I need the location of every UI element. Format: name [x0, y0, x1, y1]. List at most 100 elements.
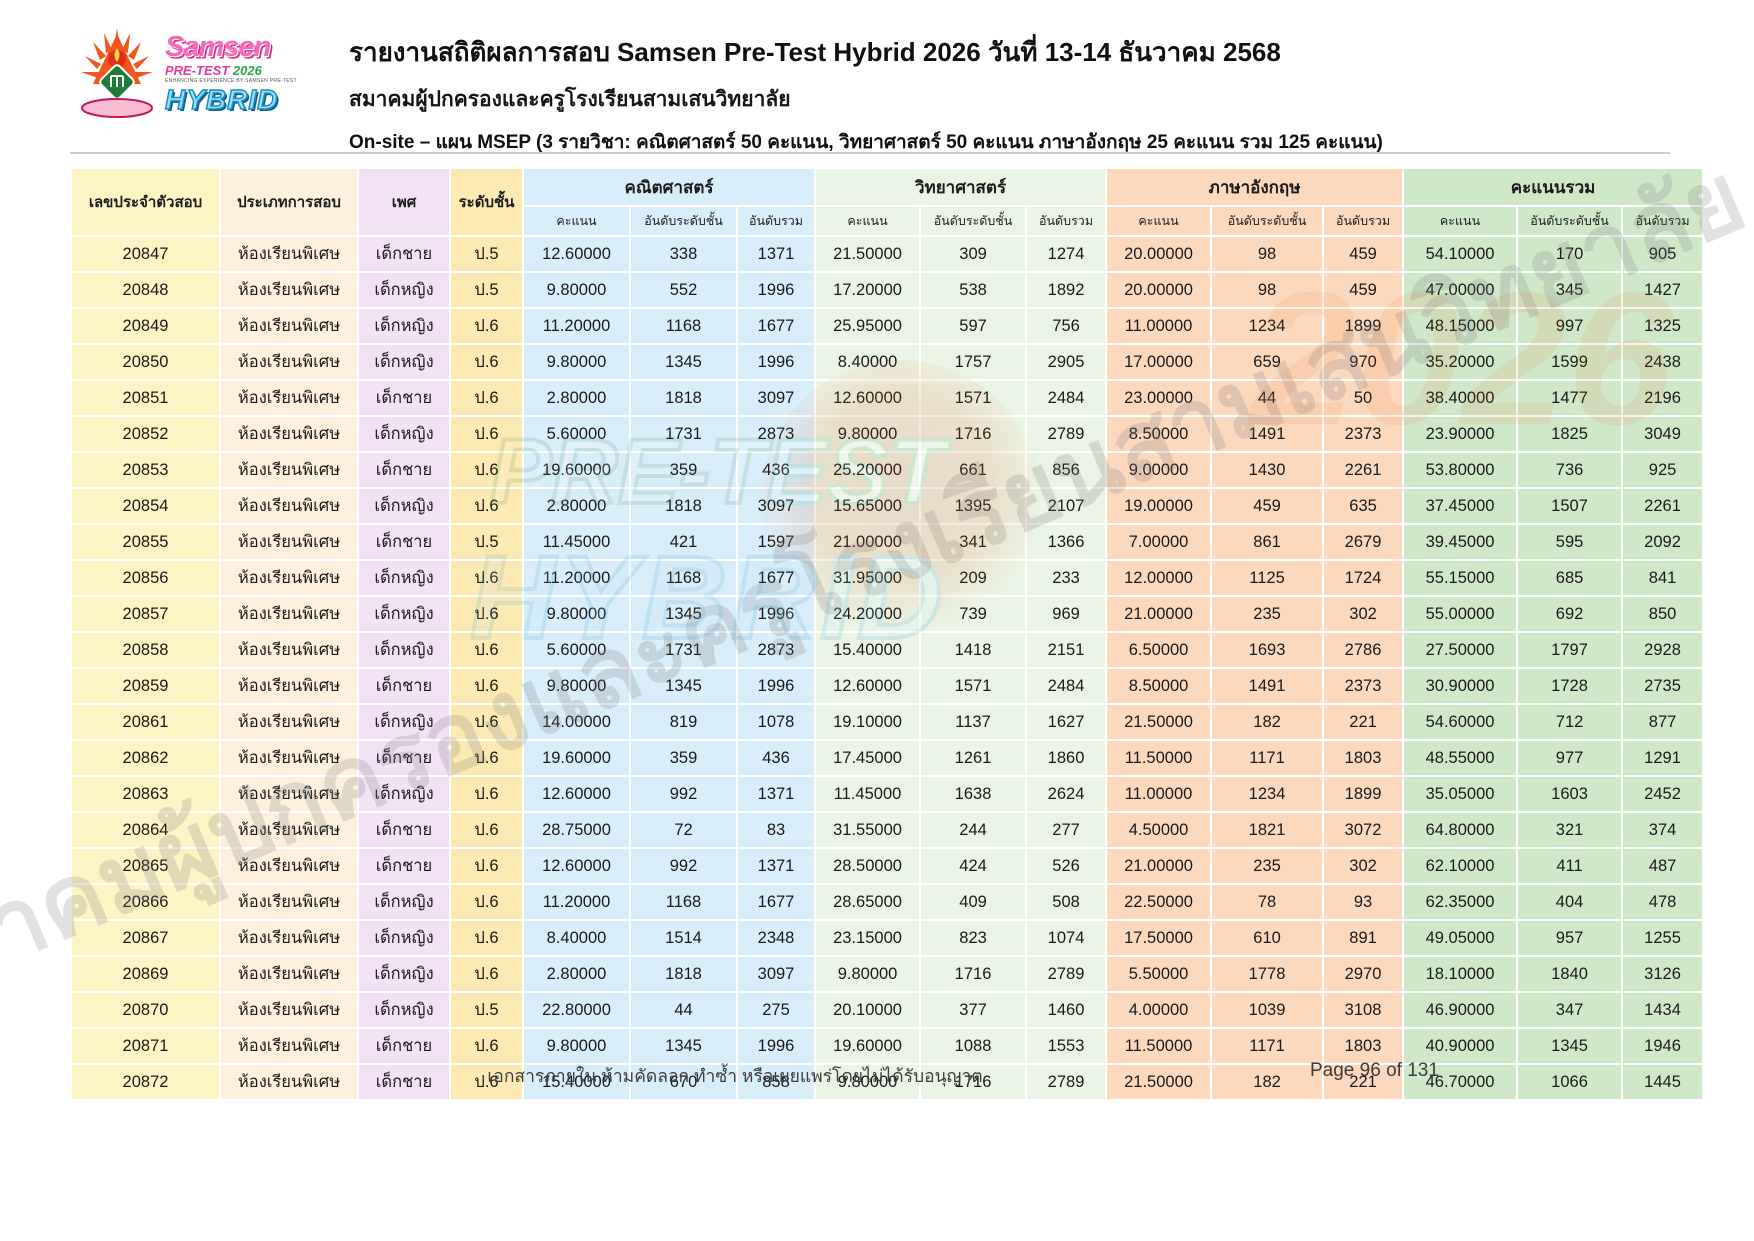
english-grade-rank-cell: 78: [1212, 885, 1323, 919]
sub-header-math-overall-rank: อันดับรวม: [738, 207, 815, 235]
exam-type-cell: ห้องเรียนพิเศษ: [221, 417, 357, 451]
gender-cell: เด็กชาย: [359, 1029, 449, 1063]
col-header-gender: เพศ: [359, 169, 449, 235]
exam-id-cell: 20853: [72, 453, 219, 487]
total-grade-rank-cell: 1797: [1518, 633, 1622, 667]
exam-id-cell: 20852: [72, 417, 219, 451]
col-header-exam-type: ประเภทการสอบ: [221, 169, 357, 235]
science-grade-rank-cell: 309: [921, 237, 1026, 271]
math-grade-rank-cell: 1345: [631, 597, 736, 631]
science-grade-rank-cell: 424: [921, 849, 1026, 883]
math-grade-rank-cell: 72: [631, 813, 736, 847]
exam-type-cell: ห้องเรียนพิเศษ: [221, 525, 357, 559]
logo-tagline-text: ENHANCING EXPERIENCE BY SAMSEN PRE-TEST: [165, 77, 297, 84]
science-grade-rank-cell: 661: [921, 453, 1026, 487]
math-overall-rank-cell: 3097: [738, 381, 815, 415]
science-score-cell: 11.45000: [816, 777, 920, 811]
total-score-cell: 48.55000: [1404, 741, 1517, 775]
math-overall-rank-cell: 1996: [738, 345, 815, 379]
gender-cell: เด็กหญิง: [359, 993, 449, 1027]
math-grade-rank-cell: 992: [631, 849, 736, 883]
math-grade-rank-cell: 1168: [631, 561, 736, 595]
logo-samsen-text: Samsen: [165, 30, 271, 63]
math-score-cell: 9.80000: [524, 1029, 629, 1063]
exam-id-cell: 20869: [72, 957, 219, 991]
total-score-cell: 35.20000: [1404, 345, 1517, 379]
science-score-cell: 8.40000: [816, 345, 920, 379]
gender-cell: เด็กชาย: [359, 381, 449, 415]
grade-cell: ป.6: [451, 921, 522, 955]
table-row: 20869 ห้องเรียนพิเศษ เด็กหญิง ป.6 2.80000 181…: [72, 957, 1703, 991]
total-grade-rank-cell: 321: [1518, 813, 1622, 847]
science-score-cell: 15.40000: [816, 633, 920, 667]
grade-cell: ป.6: [451, 777, 522, 811]
science-overall-rank-cell: 1366: [1027, 525, 1106, 559]
sub-header-english-score: คะแนน: [1107, 207, 1211, 235]
english-score-cell: 8.50000: [1107, 417, 1211, 451]
total-overall-rank-cell: 2092: [1623, 525, 1703, 559]
grade-cell: ป.6: [451, 813, 522, 847]
english-overall-rank-cell: 459: [1324, 273, 1403, 307]
grade-cell: ป.6: [451, 561, 522, 595]
english-grade-rank-cell: 1491: [1212, 669, 1323, 703]
total-grade-rank-cell: 1728: [1518, 669, 1622, 703]
english-score-cell: 19.00000: [1107, 489, 1211, 523]
exam-id-cell: 20850: [72, 345, 219, 379]
math-grade-rank-cell: 338: [631, 237, 736, 271]
total-score-cell: 46.70000: [1404, 1065, 1517, 1099]
english-score-cell: 11.00000: [1107, 777, 1211, 811]
exam-type-cell: ห้องเรียนพิเศษ: [221, 561, 357, 595]
science-grade-rank-cell: 538: [921, 273, 1026, 307]
total-grade-rank-cell: 1345: [1518, 1029, 1622, 1063]
science-overall-rank-cell: 2789: [1027, 957, 1106, 991]
english-score-cell: 21.00000: [1107, 597, 1211, 631]
math-grade-rank-cell: 670: [631, 1065, 736, 1099]
science-grade-rank-cell: 1418: [921, 633, 1026, 667]
science-overall-rank-cell: 2151: [1027, 633, 1106, 667]
exam-id-cell: 20859: [72, 669, 219, 703]
table-row: 20870 ห้องเรียนพิเศษ เด็กหญิง ป.5 22.80000 44…: [72, 993, 1703, 1027]
gender-cell: เด็กชาย: [359, 849, 449, 883]
math-score-cell: 11.20000: [524, 885, 629, 919]
english-overall-rank-cell: 635: [1324, 489, 1403, 523]
col-header-exam-id: เลขประจำตัวสอบ: [72, 169, 219, 235]
exam-id-cell: 20855: [72, 525, 219, 559]
table-row: 20856 ห้องเรียนพิเศษ เด็กหญิง ป.6 11.20000 11…: [72, 561, 1703, 595]
science-overall-rank-cell: 526: [1027, 849, 1106, 883]
math-score-cell: 9.80000: [524, 669, 629, 703]
table-row: 20859 ห้องเรียนพิเศษ เด็กชาย ป.6 9.80000 1345…: [72, 669, 1703, 703]
page-number: Page 96 of 131: [1310, 1060, 1439, 1081]
science-grade-rank-cell: 377: [921, 993, 1026, 1027]
english-grade-rank-cell: 1234: [1212, 777, 1323, 811]
english-score-cell: 20.00000: [1107, 237, 1211, 271]
gender-cell: เด็กหญิง: [359, 957, 449, 991]
science-overall-rank-cell: 1892: [1027, 273, 1106, 307]
gender-cell: เด็กหญิง: [359, 885, 449, 919]
total-overall-rank-cell: 2196: [1623, 381, 1703, 415]
math-grade-rank-cell: 1345: [631, 669, 736, 703]
science-overall-rank-cell: 1460: [1027, 993, 1106, 1027]
science-score-cell: 9.80000: [816, 957, 920, 991]
english-score-cell: 8.50000: [1107, 669, 1211, 703]
math-overall-rank-cell: 1677: [738, 561, 815, 595]
exam-id-cell: 20865: [72, 849, 219, 883]
logo-text-block: Samsen PRE-TEST 2026 ENHANCING EXPERIENC…: [164, 30, 297, 114]
gender-cell: เด็กหญิง: [359, 597, 449, 631]
plan-line: On-site – แผน MSEP (3 รายวิชา: คณิตศาสตร…: [349, 132, 1383, 153]
math-score-cell: 5.60000: [524, 633, 629, 667]
exam-type-cell: ห้องเรียนพิเศษ: [221, 597, 357, 631]
exam-id-cell: 20862: [72, 741, 219, 775]
english-overall-rank-cell: 302: [1324, 597, 1403, 631]
english-grade-rank-cell: 1821: [1212, 813, 1323, 847]
exam-id-cell: 20871: [72, 1029, 219, 1063]
science-score-cell: 21.00000: [816, 525, 920, 559]
english-grade-rank-cell: 98: [1212, 273, 1323, 307]
english-grade-rank-cell: 1125: [1212, 561, 1323, 595]
total-score-cell: 30.90000: [1404, 669, 1517, 703]
science-overall-rank-cell: 1627: [1027, 705, 1106, 739]
grade-cell: ป.5: [451, 993, 522, 1027]
grade-cell: ป.6: [451, 1029, 522, 1063]
exam-type-cell: ห้องเรียนพิเศษ: [221, 741, 357, 775]
sub-header-total-grade-rank: อันดับระดับชั้น: [1518, 207, 1622, 235]
table-body: 20847 ห้องเรียนพิเศษ เด็กชาย ป.5 12.60000 338…: [72, 237, 1703, 1099]
